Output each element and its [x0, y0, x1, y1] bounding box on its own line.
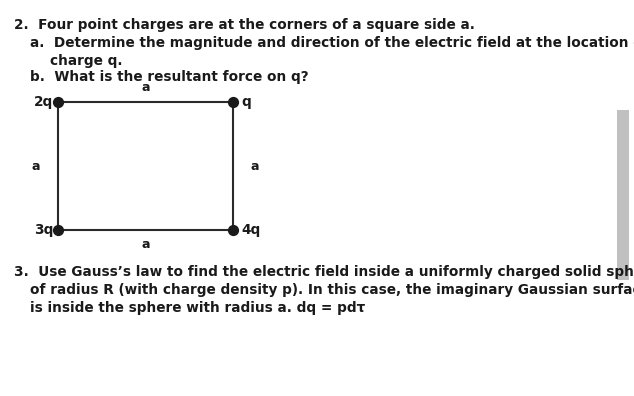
- Text: a: a: [251, 160, 259, 173]
- Text: a: a: [141, 238, 150, 251]
- Text: a.  Determine the magnitude and direction of the electric field at the location : a. Determine the magnitude and direction…: [30, 36, 634, 50]
- Bar: [617, 110, 629, 280]
- Point: [228, 99, 238, 105]
- Point: [228, 227, 238, 233]
- Text: a: a: [32, 160, 40, 173]
- Text: of radius R (with charge density p). In this case, the imaginary Gaussian surfac: of radius R (with charge density p). In …: [30, 283, 634, 297]
- Text: b.  What is the resultant force on q?: b. What is the resultant force on q?: [30, 70, 309, 84]
- Text: is inside the sphere with radius a. dq = pdτ: is inside the sphere with radius a. dq =…: [30, 301, 365, 315]
- Text: 4q: 4q: [241, 223, 260, 237]
- Text: q: q: [241, 95, 251, 109]
- Point: [53, 227, 63, 233]
- Text: charge q.: charge q.: [50, 54, 122, 68]
- Text: 3.  Use Gauss’s law to find the electric field inside a uniformly charged solid : 3. Use Gauss’s law to find the electric …: [14, 265, 634, 279]
- Text: 2.  Four point charges are at the corners of a square side a.: 2. Four point charges are at the corners…: [14, 18, 475, 32]
- Text: 2q: 2q: [34, 95, 53, 109]
- Point: [53, 99, 63, 105]
- Text: 3q: 3q: [34, 223, 53, 237]
- Text: a: a: [141, 81, 150, 94]
